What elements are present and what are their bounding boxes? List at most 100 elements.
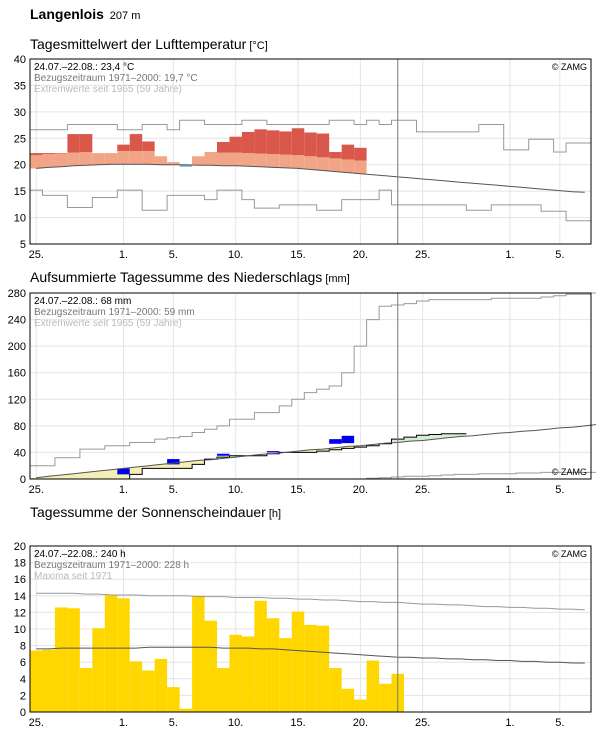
temp-bar-above <box>129 134 143 151</box>
sun-legend-line: 24.07.–22.08.: 240 h <box>34 549 126 560</box>
sun-bar <box>366 660 380 712</box>
sun-bar <box>316 625 330 712</box>
temp-bar-base <box>254 153 267 167</box>
precipitation-title-text: Aufsummierte Tagessumme des Niederschlag… <box>30 269 323 285</box>
precip-deficit-area <box>54 475 68 479</box>
temp-credit: © ZAMG <box>552 62 587 72</box>
precip-surplus-area <box>416 435 429 441</box>
temp-min-extreme-line <box>30 189 591 222</box>
precip-deficit-area <box>67 473 80 479</box>
precip-deficit-area <box>129 467 143 475</box>
temp-xtick-label: 5. <box>555 249 564 261</box>
precip-plot: 0 40 80 120 160 200 240 280 25. 1. 5. 10. 15. 20. 25. 1… <box>8 288 596 496</box>
temp-bar-base <box>229 152 242 166</box>
temperature-title-text: Tagesmittelwert der Lufttemperatur <box>30 36 247 52</box>
precip-deficit-area <box>354 445 367 448</box>
sun-ytick-label: 10 <box>14 624 26 636</box>
precip-normal-line <box>36 424 596 479</box>
sun-ytick-label: 18 <box>14 558 26 570</box>
temp-frame <box>29 58 592 245</box>
temp-bar-base <box>291 155 305 169</box>
precip-surplus-area <box>453 433 467 437</box>
temp-bar-base <box>341 159 355 173</box>
precip-xtick-label: 20. <box>353 484 368 496</box>
temp-bar-base <box>154 156 168 165</box>
temp-bar-above <box>117 144 130 151</box>
precip-ytick-label: 0 <box>20 474 26 486</box>
precip-legend-line: 24.07.–22.08.: 68 mm <box>34 296 131 307</box>
precip-xtick-label: 1. <box>505 484 514 496</box>
precip-credit: © ZAMG <box>552 467 587 477</box>
temp-ytick-label: 30 <box>14 107 26 119</box>
temp-bar-base <box>266 154 280 168</box>
sun-bar <box>79 668 93 712</box>
temp-bar-base <box>279 154 292 168</box>
precip-daily-bar <box>341 435 355 444</box>
temperature-unit: [°C] <box>249 40 268 52</box>
sun-bar <box>329 668 342 712</box>
precip-deficit-area <box>304 449 317 453</box>
precip-deficit-area <box>341 446 355 449</box>
sun-xtick-label: 5. <box>555 717 564 729</box>
precip-deficit-area <box>167 463 180 469</box>
sun-bar <box>304 624 317 712</box>
sun-plot: 0 2 4 6 8 10 12 14 16 18 20 25. 1. 5. 10. 15. 20. 25. 1. 5.… <box>14 541 592 729</box>
precip-ytick-label: 120 <box>8 394 26 406</box>
temp-bar-base <box>354 160 367 174</box>
temp-xtick-label: 5. <box>169 249 178 261</box>
sun-xtick-label: 10. <box>228 717 243 729</box>
precip-deficit-area <box>42 476 55 479</box>
sun-ytick-label: 4 <box>20 674 26 686</box>
temp-bar-base <box>92 153 105 165</box>
precip-legend-line: Bezugszeitraum 1971–2000: 59 mm <box>34 307 195 318</box>
temp-bar-above <box>266 130 280 155</box>
temp-xtick-label: 10. <box>228 249 243 261</box>
precip-deficit-area <box>30 477 43 479</box>
sun-xtick-label: 1. <box>119 717 128 729</box>
sun-bar <box>179 708 193 712</box>
sun-legend-line: Maxima seit 1971 <box>34 571 113 582</box>
precip-ytick-label: 160 <box>8 368 26 380</box>
sun-bar <box>30 650 43 712</box>
precip-ytick-label: 80 <box>14 421 26 433</box>
station-elevation: 207 m <box>109 10 141 22</box>
sun-bar <box>42 649 55 712</box>
precip-deficit-area <box>329 447 342 450</box>
precip-xtick-label: 5. <box>169 484 178 496</box>
precip-ytick-label: 280 <box>8 288 26 300</box>
sun-ytick-label: 20 <box>14 541 26 553</box>
temp-xtick-label: 1. <box>119 249 128 261</box>
sun-xtick-label: 20. <box>353 717 368 729</box>
temp-bar-base <box>67 152 80 166</box>
temp-bar-above <box>354 147 367 161</box>
temp-bar-base <box>329 158 342 172</box>
precip-deficit-area <box>366 444 380 446</box>
temp-plot: 5 10 15 20 25 30 35 40 25. 1. 5. 10. 15. 20. 25. 1. 5. 24… <box>14 54 592 261</box>
temp-bar-base <box>54 153 68 167</box>
sun-frame <box>29 545 592 713</box>
sun-max-line <box>36 592 585 611</box>
sun-bar <box>254 600 267 712</box>
precip-xtick-label: 10. <box>228 484 243 496</box>
sun-bar <box>279 638 292 712</box>
temp-legend-line: Extremwerte seit 1965 (59 Jahre) <box>34 84 182 95</box>
temp-bar-above <box>79 134 93 153</box>
sun-bar <box>154 658 168 712</box>
sun-xtick-label: 25. <box>29 717 44 729</box>
sun-bar <box>192 595 205 712</box>
temp-bar-above <box>42 153 55 155</box>
sun-ytick-label: 14 <box>14 591 26 603</box>
temp-bar-base <box>104 153 118 165</box>
sun-credit: © ZAMG <box>552 549 587 559</box>
precip-deficit-area <box>92 471 105 479</box>
temp-bar-base <box>204 152 217 166</box>
temp-bar-base <box>217 152 230 166</box>
temp-bar-above <box>291 128 305 156</box>
precip-xtick-label: 25. <box>415 484 430 496</box>
precip-daily-bar <box>117 468 130 475</box>
sun-bar <box>129 661 143 712</box>
precip-daily-bar <box>167 459 180 465</box>
temp-bar-base <box>142 150 155 165</box>
temp-ytick-label: 25 <box>14 133 26 145</box>
